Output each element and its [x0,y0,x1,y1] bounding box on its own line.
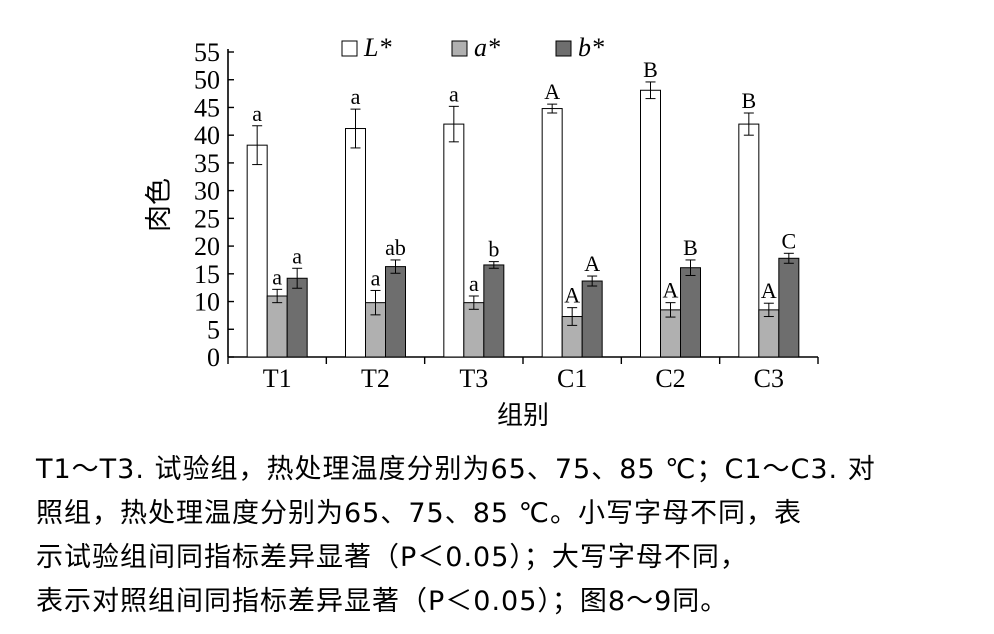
caption-line-4: 表示对照组间同指标差异显著（P＜0.05）；图8～9同。 [36,586,729,617]
x-tick-label: T1 [263,364,292,393]
bar-chart: 0510152025303540455055T1aaaT2aaabT3aabC1… [144,33,819,431]
x-tick-label: C2 [655,364,685,393]
bar [483,264,505,358]
x-tick-label: C1 [557,364,587,393]
bar [541,108,563,358]
caption-line-3: 示试验组间同指标差异显著（P＜0.05）；大写字母不同， [36,542,748,573]
bar [286,277,308,358]
bar [385,266,406,358]
significance-label: A [564,283,580,308]
significance-label: ab [385,235,406,260]
significance-label: a [292,243,302,268]
x-tick-label: T2 [361,364,390,393]
significance-label: B [741,88,756,113]
y-tick-label: 25 [194,204,220,233]
significance-label: a [469,271,479,296]
y-tick-label: 0 [207,343,220,372]
legend-label: b* [578,33,604,62]
bar [246,144,268,358]
y-tick-label: 35 [194,149,220,178]
y-tick-label: 10 [194,288,220,317]
significance-label: B [643,57,658,82]
significance-label: a [449,81,459,106]
significance-label: B [683,235,698,260]
significance-label: C [781,228,796,253]
y-tick-label: 15 [194,260,220,289]
significance-label: a [371,265,381,290]
bar [640,89,661,358]
significance-label: A [663,278,679,303]
bar [738,123,760,358]
y-tick-label: 55 [194,38,220,67]
y-tick-label: 50 [194,66,220,95]
significance-label: A [584,251,600,276]
y-tick-label: 20 [194,232,220,261]
significance-label: a [272,264,282,289]
x-tick-label: C3 [754,364,784,393]
bar [443,123,465,358]
bar [680,267,701,358]
figure-caption: T1～T3. 试验组，热处理温度分别为65、75、85 ℃；C1～C3. 对 照… [36,448,966,624]
significance-label: A [544,79,560,104]
legend-label: a* [474,33,500,62]
caption-line-2: 照组，热处理温度分别为65、75、85 ℃。小写字母不同，表 [36,498,802,529]
y-tick-label: 5 [207,315,220,344]
caption-line-1: T1～T3. 试验组，热处理温度分别为65、75、85 ℃；C1～C3. 对 [36,454,876,485]
x-tick-label: T3 [459,364,488,393]
chart-area: 0 5 10 15 20 25 30 35 40 45 50 55 T1 a a a T2 a a ab T3 a a b C1… [144,33,819,431]
x-axis-title: 组别 [497,401,549,431]
significance-label: a [351,84,361,109]
legend-swatch [451,40,468,57]
legend-swatch [555,40,572,57]
legend-label: L* [363,33,391,62]
bar [345,128,366,358]
bar [463,302,485,358]
y-tick-label: 40 [194,121,220,150]
bar [266,295,288,358]
y-axis-title: 肉色 [144,178,175,232]
bar [778,257,800,358]
bar [581,280,603,358]
y-tick-label: 30 [194,177,220,206]
y-tick-label: 45 [194,93,220,122]
significance-label: a [252,101,262,126]
legend-swatch [341,40,358,57]
significance-label: b [488,237,499,262]
significance-label: A [761,278,777,303]
